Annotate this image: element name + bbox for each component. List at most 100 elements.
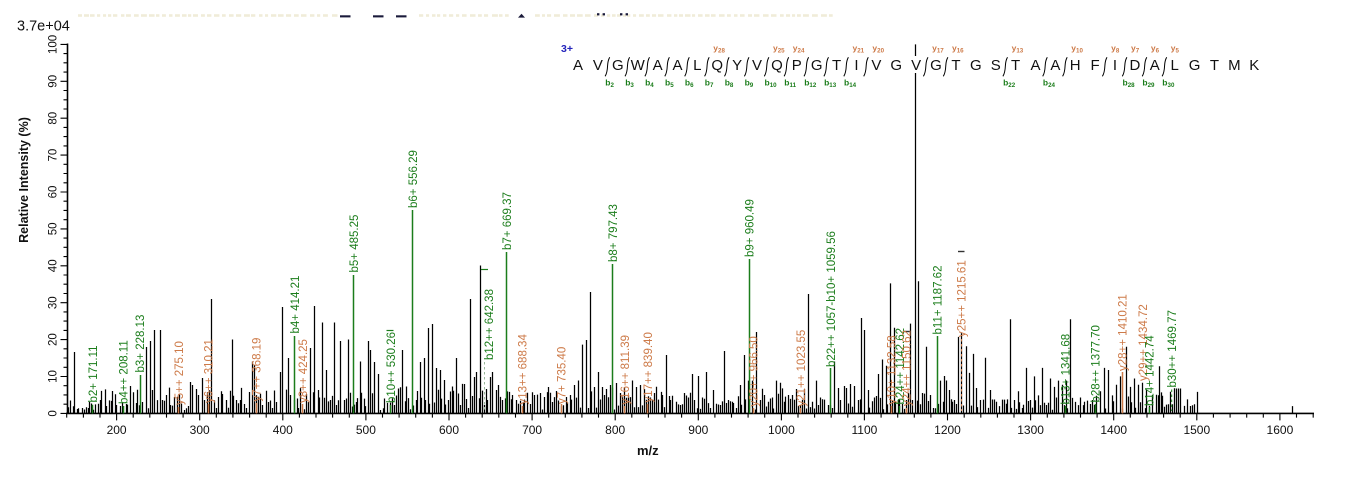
svg-text:y21++ 1023.55: y21++ 1023.55	[796, 330, 808, 407]
svg-text:y25: y25	[773, 43, 785, 55]
svg-text:T: T	[1011, 57, 1020, 74]
svg-text:b6: b6	[685, 78, 694, 90]
svg-text:70: 70	[48, 149, 60, 162]
svg-text:1200: 1200	[934, 423, 961, 437]
svg-text:b13+ 1341.68: b13+ 1341.68	[1061, 334, 1073, 405]
svg-text:Q: Q	[771, 57, 783, 74]
svg-text:y13++ 688.34: y13++ 688.34	[518, 334, 530, 405]
svg-text:y25++ 1215.61: y25++ 1215.61	[957, 260, 969, 337]
svg-text:1000: 1000	[768, 423, 795, 437]
svg-text:40: 40	[48, 259, 60, 272]
svg-text:H: H	[1070, 57, 1081, 74]
svg-text:80: 80	[48, 112, 60, 125]
svg-text:b2: b2	[605, 78, 614, 90]
svg-text:V: V	[911, 57, 921, 74]
svg-text:b8: b8	[725, 78, 734, 90]
svg-text:b7+ 669.37: b7+ 669.37	[502, 192, 514, 250]
svg-text:b22: b22	[1003, 78, 1016, 90]
svg-text:A: A	[573, 57, 583, 74]
svg-text:y7: y7	[1131, 43, 1140, 55]
svg-text:700: 700	[522, 423, 542, 437]
svg-text:b30: b30	[1162, 78, 1175, 90]
svg-text:b29: b29	[1142, 78, 1155, 90]
svg-text:K: K	[1249, 57, 1259, 74]
svg-text:y20: y20	[872, 43, 884, 55]
svg-text:b5+ 485.25: b5+ 485.25	[349, 215, 361, 273]
svg-text:b30++ 1469.77: b30++ 1469.77	[1167, 310, 1179, 387]
svg-text:y17: y17	[932, 43, 944, 55]
svg-text:b11: b11	[784, 78, 796, 90]
svg-text:G: G	[930, 57, 942, 74]
svg-text:500: 500	[356, 423, 376, 437]
svg-text:y16++ 811.39: y16++ 811.39	[620, 335, 632, 405]
svg-text:y24++ 1150.62: y24++ 1150.62	[902, 330, 914, 406]
svg-text:I: I	[854, 57, 858, 74]
svg-text:b10++ 530.26: b10++ 530.26	[386, 332, 398, 403]
svg-text:y13: y13	[1012, 43, 1024, 55]
svg-text:y6++ 310.21: y6++ 310.21	[203, 339, 215, 403]
svg-text:G: G	[612, 57, 624, 74]
svg-text:L: L	[693, 57, 701, 74]
svg-text:y8++ 424.25: y8++ 424.25	[298, 339, 310, 403]
svg-text:T: T	[832, 57, 841, 74]
svg-text:b2+ 171.11: b2+ 171.11	[88, 345, 100, 402]
svg-text:b14: b14	[844, 78, 857, 90]
svg-text:A: A	[1050, 57, 1060, 74]
svg-text:600: 600	[439, 423, 459, 437]
svg-text:10: 10	[48, 370, 60, 383]
svg-text:b4+ 414.21: b4+ 414.21	[290, 276, 302, 334]
svg-text:1400: 1400	[1100, 423, 1127, 437]
svg-text:y7+ 735.40: y7+ 735.40	[557, 347, 569, 404]
svg-text:Relative Intensity (%): Relative Intensity (%)	[17, 117, 31, 243]
svg-text:30: 30	[48, 296, 60, 309]
svg-text:300: 300	[190, 423, 210, 437]
svg-text:b14+ 1442.74: b14+ 1442.74	[1145, 335, 1157, 406]
svg-text:y16: y16	[952, 43, 964, 55]
svg-text:V: V	[752, 57, 762, 74]
svg-text:y20++ 966.50: y20++ 966.50	[749, 336, 761, 406]
svg-text:y17++ 839.40: y17++ 839.40	[643, 332, 655, 402]
svg-text:A: A	[1030, 57, 1040, 74]
svg-text:m/z: m/z	[637, 443, 659, 458]
svg-text:b7: b7	[705, 78, 714, 90]
svg-text:b13: b13	[824, 78, 837, 90]
svg-text:50: 50	[48, 223, 60, 236]
svg-text:3.7e+04: 3.7e+04	[17, 19, 70, 35]
svg-text:D: D	[1129, 57, 1140, 74]
svg-text:G: G	[970, 57, 982, 74]
svg-text:b9+ 960.49: b9+ 960.49	[745, 199, 757, 257]
svg-text:800: 800	[605, 423, 625, 437]
svg-text:b6+ 556.29: b6+ 556.29	[408, 150, 420, 208]
svg-text:b3+ 228.13: b3+ 228.13	[135, 315, 147, 373]
svg-text:S: S	[991, 57, 1001, 74]
svg-text:L: L	[1171, 57, 1179, 74]
svg-text:y6: y6	[1151, 43, 1160, 55]
svg-text:1100: 1100	[851, 423, 877, 437]
svg-text:b28: b28	[1123, 78, 1136, 90]
svg-text:b22++ 1057-b10+ 1059.56: b22++ 1057-b10+ 1059.56	[826, 231, 838, 367]
svg-text:b24: b24	[1043, 78, 1056, 90]
svg-text:F: F	[1091, 57, 1100, 74]
svg-text:I: I	[1113, 57, 1117, 74]
svg-text:0: 0	[48, 410, 60, 416]
svg-text:y29++ 1434.72: y29++ 1434.72	[1138, 304, 1150, 381]
svg-text:G: G	[890, 57, 902, 74]
svg-text:y28: y28	[713, 43, 725, 55]
svg-text:b4++ 208.11: b4++ 208.11	[119, 340, 131, 404]
svg-text:W: W	[631, 57, 646, 74]
svg-text:A: A	[672, 57, 682, 74]
svg-text:y7++ 368.19: y7++ 368.19	[252, 338, 264, 402]
svg-text:y5: y5	[1171, 43, 1180, 55]
svg-text:V: V	[871, 57, 881, 74]
svg-text:G: G	[811, 57, 823, 74]
svg-text:1600: 1600	[1267, 423, 1294, 437]
svg-text:3+: 3+	[561, 43, 573, 55]
svg-text:y28++ 1410.21: y28++ 1410.21	[1118, 294, 1130, 371]
svg-text:20: 20	[48, 333, 60, 346]
svg-text:b9: b9	[745, 78, 754, 90]
svg-text:200: 200	[107, 423, 127, 437]
svg-text:y21: y21	[853, 43, 865, 55]
svg-text:M: M	[1228, 57, 1241, 74]
svg-text:T: T	[1210, 57, 1219, 74]
svg-text:A: A	[653, 57, 663, 74]
